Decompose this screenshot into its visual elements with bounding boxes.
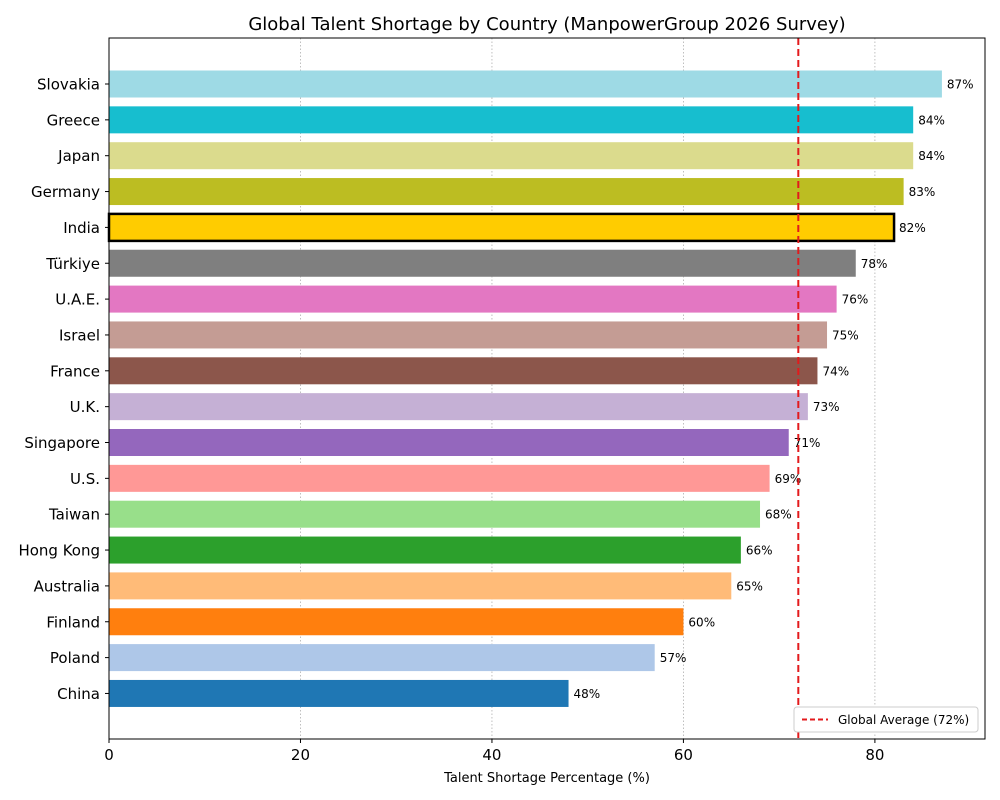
data-label: 75% bbox=[832, 328, 859, 342]
y-tick-label: Taiwan bbox=[48, 506, 100, 524]
bar-u-a-e bbox=[109, 285, 837, 313]
bar-taiwan bbox=[109, 500, 761, 528]
y-tick-label: Greece bbox=[47, 111, 100, 129]
data-label: 83% bbox=[909, 185, 936, 199]
data-label: 65% bbox=[736, 579, 763, 593]
bar-france bbox=[109, 357, 818, 385]
y-tick-label: Finland bbox=[46, 613, 100, 631]
y-tick-label: Hong Kong bbox=[18, 542, 100, 560]
bar-india bbox=[107, 212, 896, 243]
bar-hong-kong bbox=[109, 536, 741, 564]
legend: Global Average (72%) bbox=[793, 706, 979, 733]
data-label: 66% bbox=[746, 544, 773, 558]
data-label: 84% bbox=[918, 113, 945, 127]
x-tick-label: 0 bbox=[104, 746, 114, 764]
bar-greece bbox=[109, 106, 914, 134]
bars: 87% 84% 84% 83% 82% 78% 76% 75% 74% 73% 71% 69% 68% 6… bbox=[107, 70, 974, 707]
y-tick-label: India bbox=[63, 219, 100, 237]
x-axis-label: Talent Shortage Percentage (%) bbox=[443, 771, 650, 786]
data-label: 57% bbox=[660, 651, 687, 665]
data-label: 60% bbox=[688, 615, 715, 629]
y-tick-label: Poland bbox=[50, 649, 100, 667]
data-label: 48% bbox=[574, 687, 601, 701]
chart-title: Global Talent Shortage by Country (Manpo… bbox=[248, 14, 845, 35]
legend-label: Global Average (72%) bbox=[838, 713, 969, 727]
y-tick-label: Türkiye bbox=[45, 255, 100, 273]
bar-u-k bbox=[109, 393, 808, 421]
legend-box bbox=[793, 706, 979, 733]
x-tick-label: 60 bbox=[674, 746, 693, 764]
bar-u-s bbox=[109, 464, 770, 492]
y-tick-label: Singapore bbox=[24, 434, 100, 452]
plot-frame bbox=[108, 37, 986, 740]
bar-japan bbox=[109, 142, 914, 170]
data-label: 74% bbox=[822, 364, 849, 378]
bar-australia bbox=[109, 572, 732, 600]
data-label: 68% bbox=[765, 508, 792, 522]
bar-poland bbox=[109, 644, 655, 672]
bar-slovakia bbox=[109, 70, 942, 98]
bar-israel bbox=[109, 321, 828, 349]
bar-t-rkiye bbox=[109, 249, 856, 277]
data-label: 73% bbox=[813, 400, 840, 414]
x-tick-label: 20 bbox=[291, 746, 310, 764]
data-label: 87% bbox=[947, 78, 974, 92]
x-tick-label: 80 bbox=[865, 746, 884, 764]
bar-germany bbox=[109, 178, 904, 206]
axes: Slovakia Greece Japan Germany India Türkiye U.… bbox=[18, 37, 986, 764]
y-tick-label: U.S. bbox=[70, 470, 100, 488]
x-tick-label: 40 bbox=[482, 746, 501, 764]
y-tick-label: U.A.E. bbox=[55, 291, 100, 309]
bar-singapore bbox=[109, 429, 789, 456]
y-tick-label: China bbox=[57, 685, 100, 703]
y-tick-label: Australia bbox=[34, 577, 100, 595]
data-label: 71% bbox=[794, 436, 821, 450]
y-tick-label: France bbox=[50, 362, 100, 380]
data-label: 78% bbox=[861, 257, 888, 271]
y-tick-label: Germany bbox=[31, 183, 100, 201]
bar-finland bbox=[109, 608, 684, 636]
data-label: 69% bbox=[775, 472, 802, 486]
y-tick-label: Japan bbox=[57, 147, 100, 165]
y-tick-label: Slovakia bbox=[37, 76, 100, 94]
data-label: 76% bbox=[842, 293, 869, 307]
data-label: 84% bbox=[918, 149, 945, 163]
y-tick-label: Israel bbox=[59, 326, 100, 344]
y-tick-label: U.K. bbox=[70, 398, 100, 416]
bar-china bbox=[109, 679, 569, 707]
data-label: 82% bbox=[899, 221, 926, 235]
